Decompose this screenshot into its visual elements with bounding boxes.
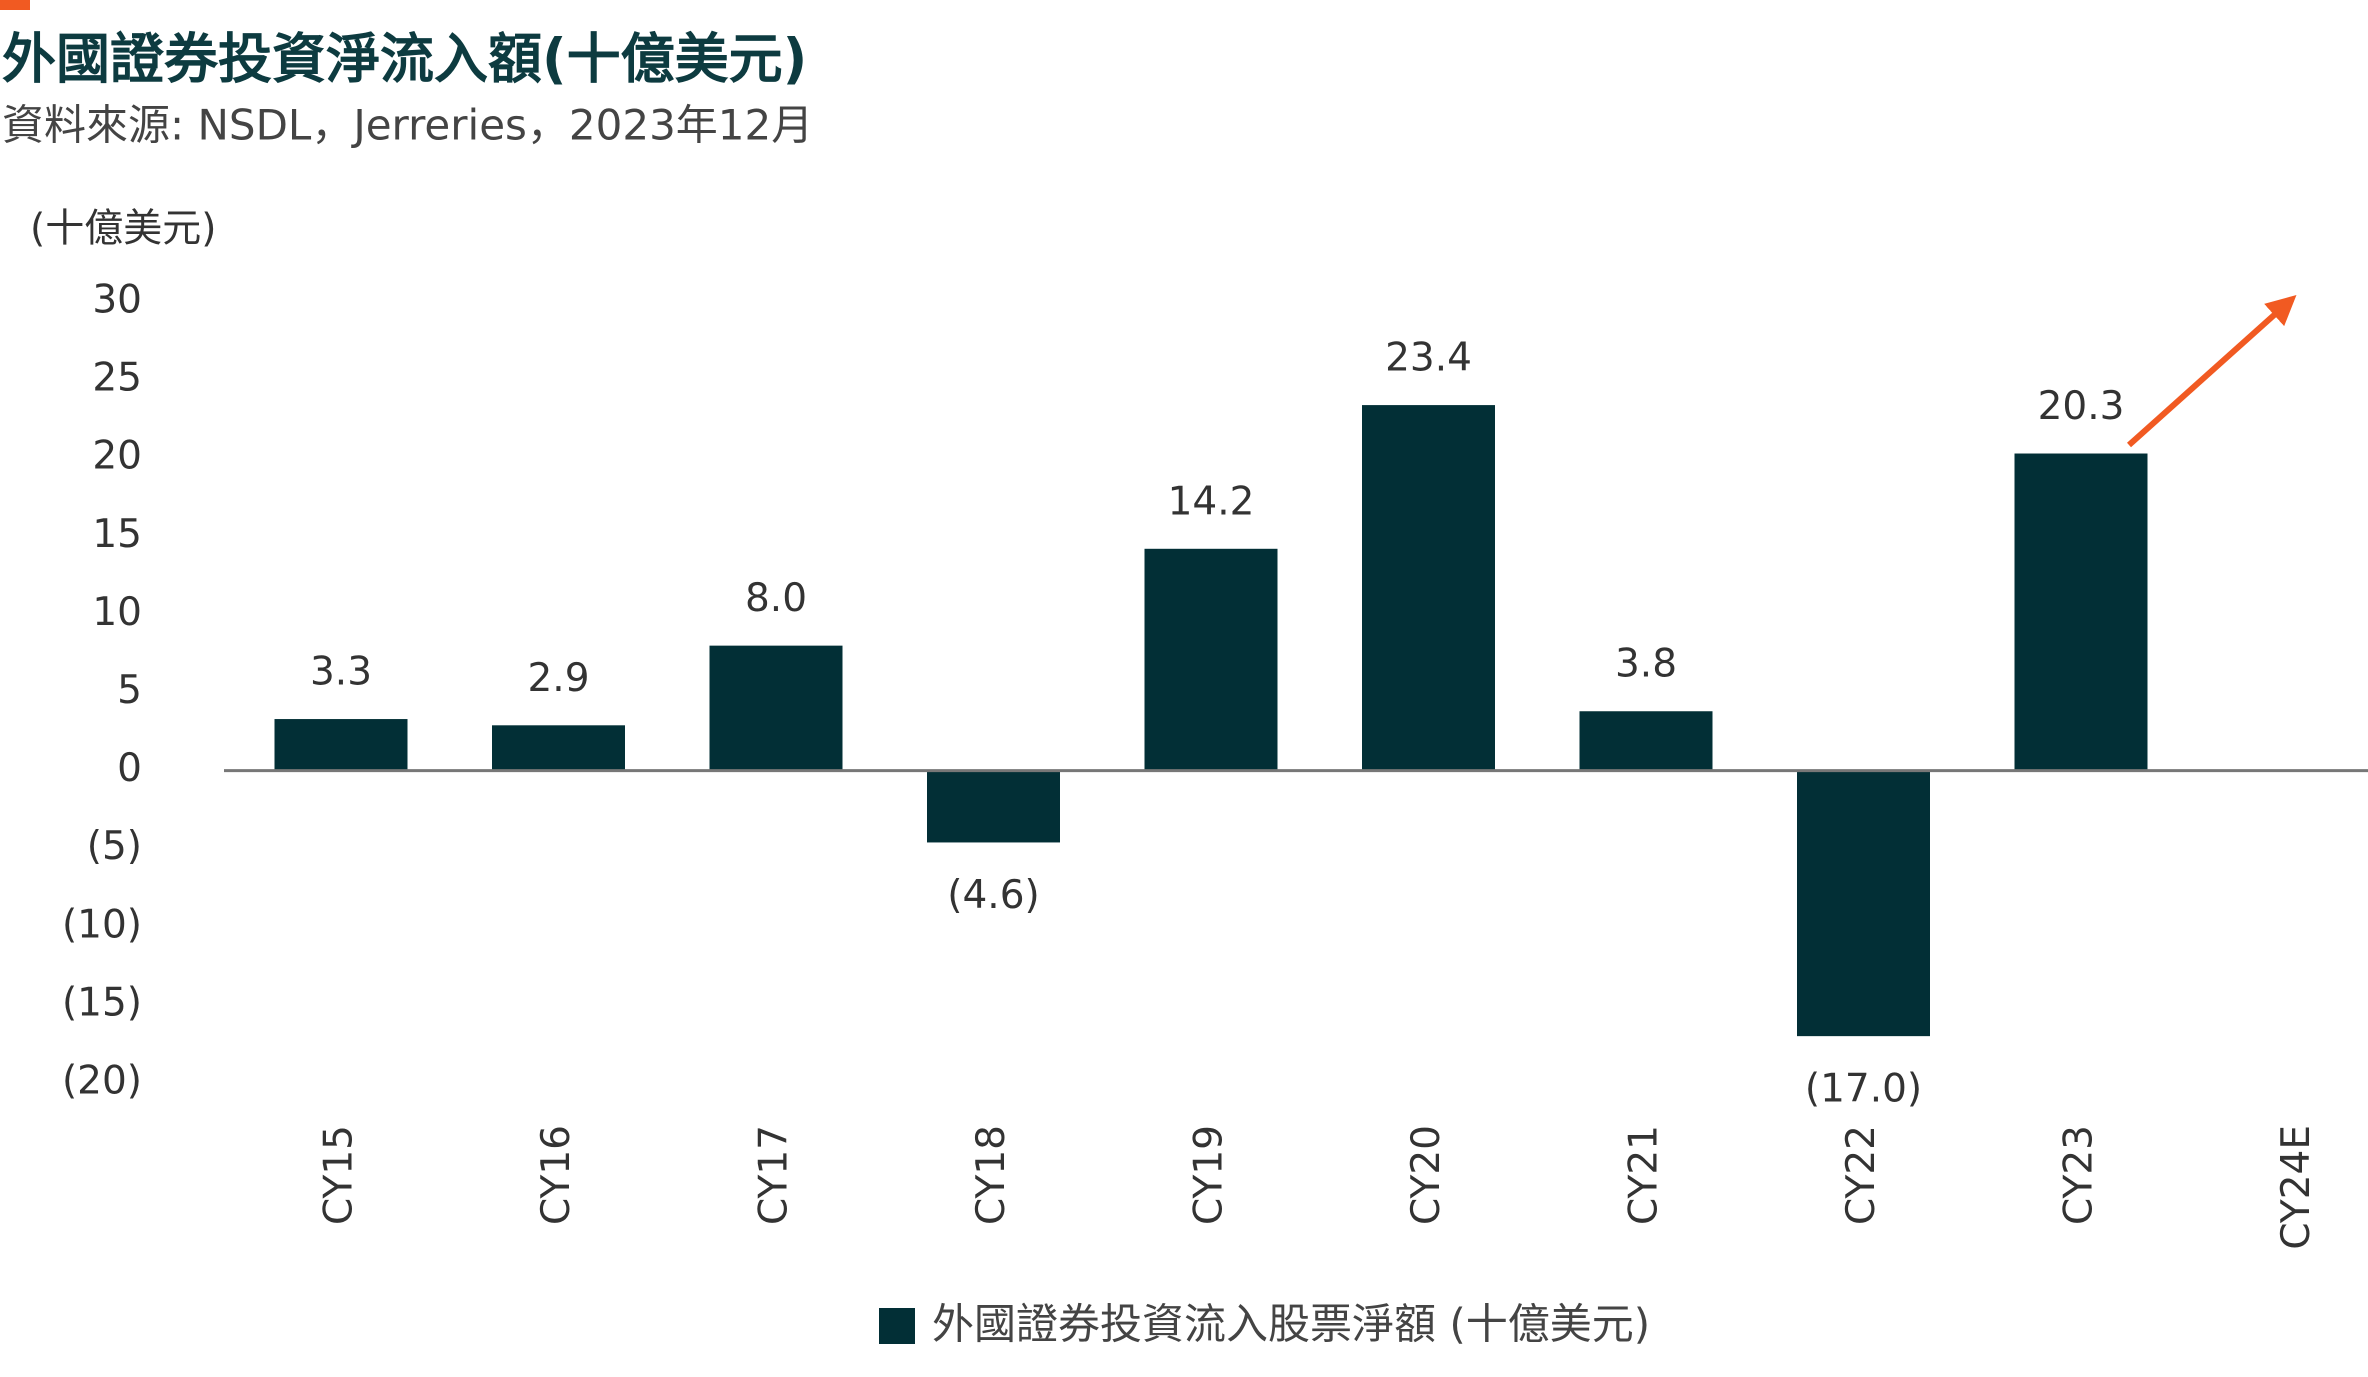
x-tick-label: CY18 xyxy=(969,1125,1014,1225)
bar xyxy=(709,645,843,771)
bar xyxy=(1797,770,1930,1037)
x-tick-label: CY23 xyxy=(2057,1125,2102,1225)
y-tick-label: 15 xyxy=(92,512,142,557)
x-tick-label: CY24E xyxy=(2274,1125,2319,1250)
value-label: 3.8 xyxy=(1615,642,1677,687)
value-label: 8.0 xyxy=(745,576,807,621)
bar xyxy=(1144,548,1278,771)
y-axis-label: (十億美元) xyxy=(30,207,216,252)
bar xyxy=(1362,405,1495,771)
x-tick-label: CY16 xyxy=(534,1125,579,1225)
x-tick-label: CY19 xyxy=(1187,1125,1232,1225)
y-tick-label: 20 xyxy=(92,434,142,479)
y-tick-label: (10) xyxy=(62,902,142,947)
y-tick-label: (20) xyxy=(62,1059,142,1104)
value-label: (17.0) xyxy=(1805,1067,1922,1112)
value-label: 3.3 xyxy=(310,650,372,695)
bar xyxy=(927,770,1060,843)
accent xyxy=(0,0,30,10)
y-tick-label: (5) xyxy=(87,824,142,869)
chart-title: 外國證券投資淨流入額(十億美元) xyxy=(2,28,807,91)
x-tick-label: CY22 xyxy=(1839,1125,1884,1225)
bar xyxy=(1579,711,1713,771)
y-tick-label: 0 xyxy=(117,746,142,791)
value-label: (4.6) xyxy=(947,873,1039,918)
value-label: 20.3 xyxy=(2038,384,2125,429)
bar xyxy=(492,725,625,771)
chart-subtitle: 資料來源: NSDL，Jerreries，2023年12月 xyxy=(2,101,813,150)
legend-label: 外國證券投資流入股票淨額 (十億美元) xyxy=(932,1300,1650,1349)
y-tick-label: (15) xyxy=(62,980,142,1025)
x-tick-label: CY17 xyxy=(752,1125,797,1225)
y-tick-label: 5 xyxy=(117,668,142,713)
trend-arrow xyxy=(2126,294,2297,448)
legend-swatch xyxy=(879,1308,915,1344)
value-label: 14.2 xyxy=(1168,479,1255,524)
y-tick-label: 10 xyxy=(92,590,142,635)
x-tick-label: CY20 xyxy=(1404,1125,1449,1225)
value-label: 2.9 xyxy=(527,656,589,701)
y-tick-label: 25 xyxy=(92,356,142,401)
value-label: 23.4 xyxy=(1385,336,1472,381)
x-tick-label: CY21 xyxy=(1622,1125,1667,1225)
y-tick-label: 30 xyxy=(92,278,142,323)
x-tick-label: CY15 xyxy=(317,1125,362,1225)
bar xyxy=(2014,453,2148,771)
bar xyxy=(274,719,408,771)
